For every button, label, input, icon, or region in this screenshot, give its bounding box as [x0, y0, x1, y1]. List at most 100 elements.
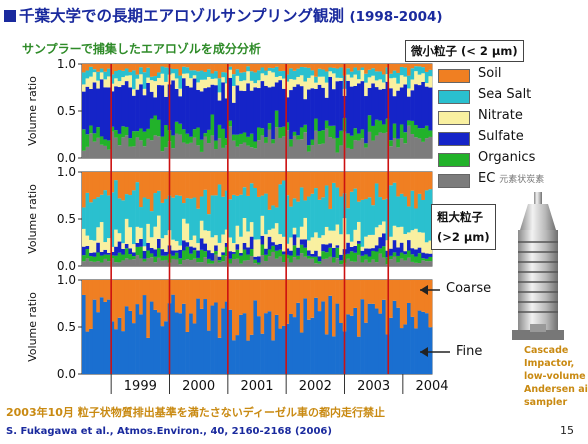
bar-segment-organics: [121, 254, 126, 261]
bar-segment-coarse: [192, 280, 197, 324]
bar-segment-sulfate: [107, 252, 111, 255]
bar-segment-soil: [157, 64, 161, 73]
bar-segment-coarse: [132, 280, 136, 324]
bar-segment-ec: [207, 143, 211, 158]
bar-segment-sea-salt: [221, 72, 226, 78]
bar-segment-sea-salt: [171, 69, 176, 74]
bar-segment-sulfate: [160, 85, 165, 137]
bar-segment-sulfate: [264, 85, 269, 138]
bar-segment-sea-salt: [149, 211, 154, 238]
bar-segment-ec: [107, 149, 111, 158]
bar-segment-organics: [292, 245, 297, 258]
bar-segment-organics: [339, 130, 344, 146]
bar-segment-ec: [139, 140, 144, 158]
bar-segment-soil: [299, 172, 304, 188]
bar-segment-sulfate: [103, 87, 108, 140]
bar-segment-sea-salt: [367, 197, 372, 235]
bar-segment-sulfate: [221, 82, 226, 129]
bar-segment-nitrate: [82, 84, 86, 92]
bar-segment-organics: [242, 249, 247, 261]
bar-segment-ec: [214, 254, 219, 266]
bar-segment-sea-salt: [414, 66, 419, 72]
bar-segment-sea-salt: [249, 183, 254, 223]
bar-segment-ec: [121, 137, 126, 158]
bar-segment-sulfate: [178, 96, 183, 124]
bar-segment-fine: [210, 305, 215, 374]
bar-segment-sea-salt: [389, 73, 394, 79]
bar-segment-sea-salt: [135, 182, 140, 227]
bar-segment-ec: [389, 146, 394, 158]
bar-segment-soil: [424, 64, 429, 72]
y-tick-label: 1.0: [57, 273, 76, 287]
bar-segment-sea-salt: [410, 68, 415, 80]
bar-segment-sulfate: [360, 81, 365, 130]
bar-segment-sea-salt: [182, 66, 186, 74]
bar-segment-organics: [292, 131, 297, 136]
bar-segment-sulfate: [232, 252, 236, 254]
bar-segment-coarse: [421, 280, 426, 312]
bar-segment-sulfate: [267, 236, 272, 250]
bar-segment-sea-salt: [174, 195, 179, 242]
bar-segment-organics: [267, 249, 272, 257]
bar-segment-organics: [160, 255, 165, 261]
bar-segment-sea-salt: [103, 71, 108, 80]
bar-segment-ec: [117, 145, 122, 158]
bar-segment-ec: [199, 262, 204, 266]
bar-segment-soil: [289, 172, 294, 207]
bar-segment-sulfate: [317, 84, 322, 132]
bar-segment-sulfate: [99, 251, 104, 256]
bar-segment-sulfate: [174, 250, 179, 253]
bar-segment-organics: [260, 128, 265, 136]
bar-segment-sea-salt: [267, 67, 272, 71]
bar-segment-soil: [264, 172, 269, 194]
bar-segment-fine: [128, 310, 133, 374]
bar-segment-nitrate: [346, 74, 351, 81]
bar-segment-sea-salt: [224, 72, 229, 84]
bar-segment-organics: [117, 252, 122, 263]
bar-segment-ec: [217, 262, 222, 266]
bar-segment-coarse: [207, 280, 211, 331]
bar-segment-sulfate: [185, 85, 190, 134]
bar-segment-soil: [257, 172, 261, 197]
bar-segment-organics: [328, 125, 333, 138]
bar-segment-ec: [228, 263, 233, 266]
bar-segment-sulfate: [82, 91, 86, 130]
bar-segment-sulfate: [171, 250, 176, 256]
bar-segment-coarse: [139, 280, 144, 315]
bar-segment-nitrate: [128, 227, 133, 249]
bar-segment-sulfate: [396, 247, 401, 256]
bar-segment-sea-salt: [317, 199, 322, 238]
bar-segment-ec: [399, 138, 404, 158]
bar-segment-sea-salt: [299, 66, 304, 76]
bar-segment-sea-salt: [142, 72, 147, 89]
bar-segment-fine: [189, 313, 194, 374]
bar-segment-soil: [314, 64, 319, 77]
bar-segment-sea-salt: [374, 71, 379, 81]
bar-segment-coarse: [196, 280, 201, 299]
bar-segment-sulfate: [378, 89, 383, 121]
bar-segment-nitrate: [285, 81, 290, 98]
bar-segment-soil: [114, 172, 119, 181]
bar-segment-organics: [135, 131, 140, 138]
bar-segment-nitrate: [371, 75, 376, 84]
bar-segment-soil: [239, 64, 244, 73]
y-tick-label: 0.0: [57, 151, 76, 165]
bar-segment-ec: [428, 136, 433, 158]
bar-segment-organics: [399, 252, 404, 259]
bar-segment-nitrate: [157, 215, 161, 239]
bar-segment-coarse: [174, 280, 179, 313]
bar-segment-ec: [335, 258, 340, 266]
bar-segment-organics: [296, 135, 301, 140]
bar-segment-nitrate: [132, 244, 136, 253]
bar-segment-sea-salt: [146, 199, 151, 224]
y-tick-label: 1.0: [57, 165, 76, 179]
bar-segment-sea-salt: [217, 78, 222, 93]
bar-segment-sulfate: [153, 97, 158, 116]
bar-segment-organics: [253, 141, 258, 149]
bar-segment-sea-salt: [310, 70, 315, 76]
bar-segment-organics: [299, 244, 304, 254]
bar-segment-nitrate: [135, 226, 140, 243]
bar-segment-nitrate: [282, 236, 286, 252]
bar-segment-ec: [260, 255, 265, 266]
bar-segment-ec: [253, 263, 258, 266]
